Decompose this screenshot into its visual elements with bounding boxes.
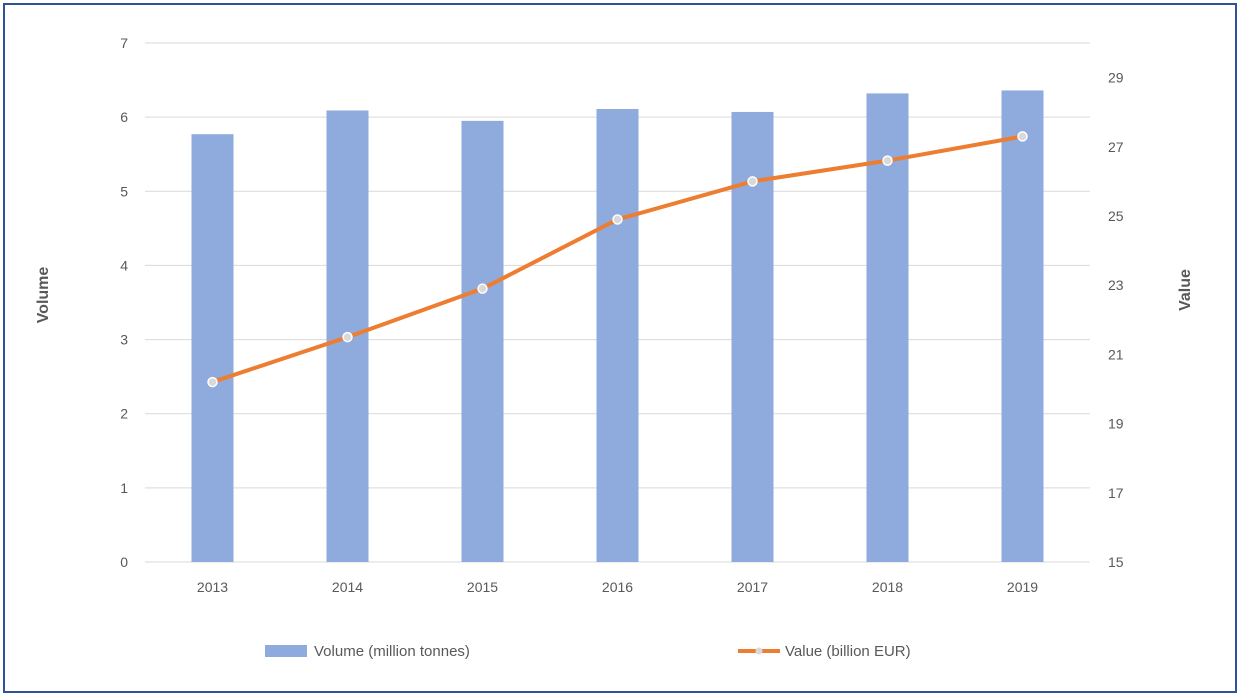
legend-swatch-volume (265, 645, 307, 657)
y2-tick-label: 25 (1108, 208, 1124, 224)
value-point (1017, 131, 1028, 142)
y-tick-label: 6 (120, 109, 128, 125)
value-point (882, 155, 893, 166)
y-tick-label: 0 (120, 554, 128, 570)
value-point (477, 283, 488, 294)
value-point (747, 176, 758, 187)
legend: Volume (million tonnes) Value (billion E… (265, 643, 911, 660)
x-tick-label: 2014 (332, 579, 363, 595)
value-point (342, 331, 353, 343)
volume-bar (596, 108, 639, 562)
y-tick-label: 2 (120, 406, 128, 422)
legend-item-volume: Volume (million tonnes) (265, 643, 470, 660)
y2-axis-title: Value (1177, 269, 1194, 311)
value-line (207, 131, 1028, 388)
legend-item-value: Value (billion EUR) (738, 643, 911, 660)
volume-bar (461, 120, 504, 562)
volume-bars (191, 90, 1044, 563)
y2-tick-label: 19 (1108, 416, 1124, 432)
x-axis-ticks: 2013 2014 2015 2016 2017 2018 2019 (197, 579, 1038, 595)
x-tick-label: 2018 (872, 579, 903, 595)
legend-label-volume: Volume (million tonnes) (314, 643, 470, 660)
volume-bar (191, 134, 234, 562)
value-point (207, 376, 218, 388)
volume-bar (866, 93, 909, 562)
legend-marker-value (755, 647, 763, 655)
value-point (612, 214, 623, 225)
x-tick-label: 2019 (1007, 579, 1038, 595)
volume-bar (1001, 90, 1044, 563)
y-tick-label: 7 (120, 35, 128, 51)
y2-tick-label: 15 (1108, 554, 1124, 570)
y-tick-label: 5 (120, 183, 128, 199)
y-axis-title: Volume (35, 267, 52, 324)
x-tick-label: 2017 (737, 579, 768, 595)
y2-tick-label: 27 (1108, 139, 1124, 155)
x-tick-label: 2013 (197, 579, 228, 595)
legend-label-value: Value (billion EUR) (785, 643, 911, 660)
y-tick-label: 3 (120, 332, 128, 348)
y2-tick-label: 29 (1108, 70, 1124, 86)
y-tick-label: 4 (120, 257, 128, 273)
y2-tick-label: 21 (1108, 346, 1124, 362)
y-tick-label: 1 (120, 480, 128, 496)
x-tick-label: 2015 (467, 579, 498, 595)
x-tick-label: 2016 (602, 579, 633, 595)
right-axis-ticks: 15 17 19 21 23 25 27 29 (1108, 70, 1124, 570)
y2-tick-label: 23 (1108, 277, 1124, 293)
left-axis-ticks: 0 1 2 3 4 5 6 7 (120, 35, 128, 570)
y2-tick-label: 17 (1108, 485, 1124, 501)
